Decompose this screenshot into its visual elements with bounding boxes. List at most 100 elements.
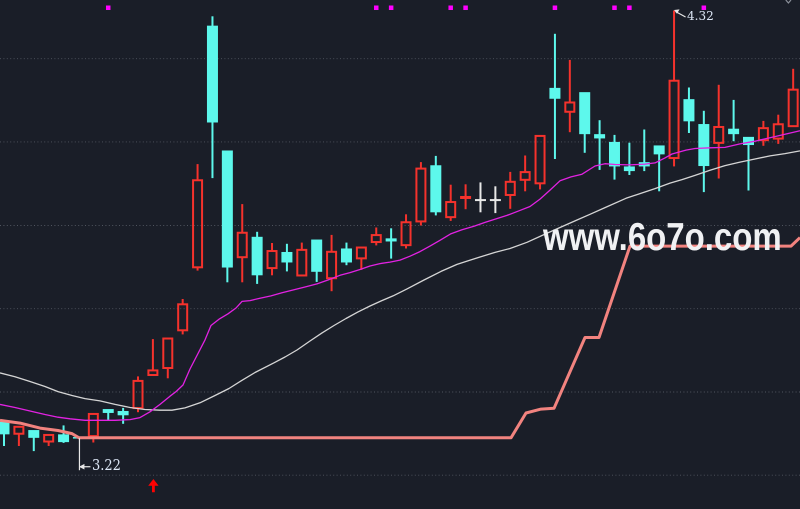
candle[interactable] (787, 68, 799, 128)
candle-down-body (698, 124, 710, 167)
candle[interactable] (474, 182, 486, 213)
candle[interactable] (564, 59, 576, 133)
candle-up-body (192, 179, 204, 269)
candle-down-body (594, 134, 606, 139)
candle[interactable] (594, 120, 606, 170)
high-annotation-arrowhead (674, 9, 680, 14)
candle[interactable] (683, 87, 695, 134)
candle[interactable] (668, 10, 680, 167)
candle[interactable] (236, 204, 248, 283)
candle-up-body (504, 180, 516, 196)
candle[interactable] (326, 234, 338, 292)
candle-down-body (58, 434, 70, 443)
candle-down-body (206, 25, 218, 123)
high-price-annotation: 4.32 (687, 9, 714, 23)
candle-up-body (668, 79, 680, 160)
signal-dot (448, 5, 453, 10)
candle-down-body (0, 421, 10, 435)
buy-signal-arrow-icon (148, 479, 159, 493)
candle[interactable] (460, 184, 472, 210)
candle-down-body (311, 239, 323, 272)
ma-fast-magenta-line (0, 130, 800, 421)
candle[interactable] (177, 299, 189, 335)
candle[interactable] (28, 430, 40, 452)
candle-up-body (519, 171, 531, 181)
candle[interactable] (192, 164, 204, 271)
candle-down-body (340, 248, 352, 263)
candle-down-body (683, 99, 695, 122)
candle-down-body (608, 141, 620, 167)
ma-slow-white-line (0, 150, 800, 411)
candle-up-body (147, 369, 159, 377)
candle-up-body (43, 433, 55, 443)
candle[interactable] (221, 150, 233, 283)
candle-up-body (355, 246, 367, 260)
candle[interactable] (489, 186, 501, 214)
candle[interactable] (728, 99, 740, 142)
candle[interactable] (370, 227, 382, 246)
candle[interactable] (0, 421, 10, 446)
candle[interactable] (340, 242, 352, 266)
candle-up-body (326, 250, 338, 280)
signal-dot (374, 5, 379, 10)
candle[interactable] (162, 337, 174, 379)
candle[interactable] (266, 243, 278, 276)
candle[interactable] (698, 110, 710, 193)
candle[interactable] (743, 136, 754, 191)
candle[interactable] (355, 246, 367, 270)
candle-up-body (787, 88, 799, 128)
candle[interactable] (757, 120, 769, 146)
signal-dot (701, 5, 707, 10)
candle[interactable] (623, 142, 635, 175)
candle-down-body (251, 236, 263, 276)
candle[interactable] (579, 92, 591, 153)
low-annotation-arrowhead (78, 463, 85, 470)
candle[interactable] (251, 231, 263, 284)
candle[interactable] (534, 134, 546, 190)
candle-down-body (102, 409, 114, 413)
candle[interactable] (147, 339, 159, 377)
candle[interactable] (281, 243, 293, 272)
candle-up-body (266, 250, 278, 270)
candle[interactable] (58, 425, 70, 443)
candle[interactable] (206, 16, 218, 179)
candle-up-body (415, 167, 427, 223)
candle[interactable] (311, 239, 323, 282)
candle-down-body (728, 128, 740, 135)
candle[interactable] (445, 184, 457, 221)
candle[interactable] (415, 162, 427, 226)
signal-dot (627, 5, 632, 10)
candle-up-body (162, 337, 174, 370)
candle[interactable] (653, 145, 665, 192)
candle[interactable] (504, 171, 516, 209)
candle[interactable] (549, 33, 561, 159)
chevron-down-icon[interactable] (785, 0, 792, 4)
candle[interactable] (430, 155, 442, 216)
candle-doji-body (489, 199, 501, 202)
candle-up-body (772, 123, 784, 140)
candle[interactable] (400, 214, 412, 249)
signal-dot (552, 5, 558, 10)
candle-up-body (296, 248, 308, 277)
candle-up-body (177, 303, 189, 332)
candle-up-body (534, 134, 546, 185)
candle[interactable] (296, 242, 308, 277)
candle-down-body (430, 165, 442, 213)
candle[interactable] (102, 409, 114, 421)
candle-up-body (370, 234, 382, 244)
candle[interactable] (713, 84, 725, 179)
candle-down-body (653, 145, 665, 155)
candle[interactable] (13, 425, 25, 446)
candle[interactable] (772, 114, 784, 144)
candle[interactable] (519, 155, 531, 192)
candle-down-body (743, 136, 754, 146)
candle[interactable] (608, 134, 620, 180)
candle[interactable] (43, 433, 55, 446)
candle-down-body (385, 238, 397, 242)
candle[interactable] (385, 228, 397, 259)
stop-line-salmon-line (0, 236, 800, 440)
candle[interactable] (117, 407, 129, 424)
candle[interactable] (132, 376, 144, 413)
